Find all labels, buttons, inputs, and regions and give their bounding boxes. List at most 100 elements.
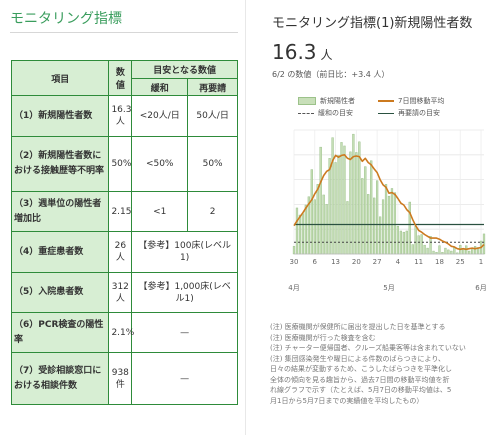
row-item: （4）重症患者数 <box>10 231 110 273</box>
x-tick-label: 18 <box>435 258 444 266</box>
bar <box>355 152 358 255</box>
bar <box>411 244 414 255</box>
row-item: （1）新規陽性者数 <box>10 95 110 137</box>
panel-title: モニタリング指標 <box>10 11 122 27</box>
bar <box>325 204 328 255</box>
bar <box>298 214 302 255</box>
row-item: （7）受診相談窓口における相談件数 <box>10 352 110 405</box>
header-rerequest: 再要請 <box>187 78 238 96</box>
bar <box>426 247 429 255</box>
bar <box>370 160 373 255</box>
bar <box>331 137 334 255</box>
legend-line-swatch <box>378 100 394 102</box>
bar <box>343 145 346 255</box>
legend-bar-swatch <box>298 97 316 105</box>
row-value: 312人 <box>108 272 133 313</box>
row-item: （3）週単位の陽性者増加比 <box>10 191 110 232</box>
row-value: 2.1% <box>108 312 134 353</box>
row-rerequest: 50人/日 <box>187 95 238 137</box>
bar <box>295 207 299 255</box>
month-label: 4月 <box>288 284 299 292</box>
row-value: 2.15 <box>108 191 133 232</box>
bar <box>447 249 450 255</box>
bar <box>468 250 471 255</box>
chart-legend: 新規陽性者 7日間移動平均 緩和の目安 再要請の目安 <box>298 95 498 119</box>
x-tick-label: 1 <box>479 258 483 266</box>
bar <box>417 235 420 255</box>
bar <box>462 249 465 255</box>
legend-label: 緩和の目安 <box>318 109 353 117</box>
x-tick-label: 13 <box>331 258 340 266</box>
x-tick-label: 4 <box>396 258 401 266</box>
legend-solid-swatch <box>378 112 394 114</box>
bar <box>316 184 319 255</box>
bar <box>378 216 382 255</box>
legend-item-bars[interactable]: 新規陽性者 <box>298 96 355 106</box>
header-ease: 緩和 <box>131 78 189 96</box>
bar <box>346 201 349 255</box>
note-line: れ線グラフで示す（たとえば、5月7日の移動平均値は、5 <box>270 386 452 394</box>
bar <box>376 180 379 255</box>
bar <box>328 158 331 255</box>
bar <box>399 230 402 255</box>
x-tick-label: 27 <box>373 258 382 266</box>
current-value-number: 16.3 <box>272 40 317 64</box>
bar <box>313 199 316 255</box>
bar <box>453 247 456 255</box>
legend-label: 再要請の目安 <box>398 109 440 117</box>
note-line: (注) 医療機関が行った検査を含む <box>270 333 376 342</box>
bar <box>340 142 343 255</box>
bar <box>337 155 340 255</box>
legend-item-rerequest[interactable]: 再要請の目安 <box>378 108 440 118</box>
bar <box>334 162 337 255</box>
bar <box>364 166 367 255</box>
month-label: 6月 <box>475 284 486 292</box>
x-tick-label: 20 <box>352 258 361 266</box>
legend-label: 7日間移動平均 <box>398 97 445 105</box>
bar <box>396 226 400 255</box>
bar <box>292 246 296 255</box>
row-item: （2）新規陽性者数における接触歴等不明率 <box>10 136 110 192</box>
row-ease: <1 <box>131 191 189 232</box>
note-line: (注) チャーター便帰国者、クルーズ船乗客等は含まれていない <box>270 344 466 352</box>
month-label: 5月 <box>383 284 394 292</box>
bar <box>381 199 385 255</box>
current-value: 16.3 人 <box>272 40 333 64</box>
moving-average-line <box>293 153 485 251</box>
bar <box>352 133 355 255</box>
current-value-unit: 人 <box>320 48 333 62</box>
bar <box>393 192 397 255</box>
bar <box>473 246 477 255</box>
bar <box>319 146 322 255</box>
bar <box>438 245 441 255</box>
monitoring-table-panel: モニタリング指標 項目 数値 目安となる数値 緩和 再要請 （1）新規陽性者数 … <box>0 0 246 435</box>
row-item: （5）入院患者数 <box>10 272 110 313</box>
row-ease: <20人/日 <box>131 95 189 137</box>
legend-item-ease[interactable]: 緩和の目安 <box>298 108 353 118</box>
bar <box>444 247 447 255</box>
row-rerequest: 2 <box>187 191 238 232</box>
row-item: （6）PCR検査の陽性率 <box>10 312 110 353</box>
bar <box>390 188 394 255</box>
header-item: 項目 <box>10 60 110 96</box>
new-cases-panel: モニタリング指標(1)新規陽性者数 16.3 人 6/2 の数値（前日比：+3.4… <box>258 0 500 435</box>
bar <box>482 233 486 255</box>
bar <box>402 231 405 255</box>
x-tick-label: 11 <box>414 258 423 266</box>
bar <box>310 169 313 255</box>
row-value: 26人 <box>108 231 133 273</box>
bar <box>301 213 305 255</box>
bar <box>429 236 432 255</box>
row-reference: — <box>131 312 238 353</box>
header-target: 目安となる数値 <box>131 60 238 79</box>
note-line: 月1日から5月7日までの実績値を平均したもの） <box>270 396 424 405</box>
header-value: 数値 <box>108 60 133 96</box>
note-line: (注) 集団感染発生や曜日による件数のばらつきにより、 <box>270 354 446 363</box>
legend-item-average[interactable]: 7日間移動平均 <box>378 96 444 106</box>
row-reference: 【参考】1,000床(レベル1) <box>131 272 238 313</box>
bar <box>414 226 417 255</box>
row-rerequest: 50% <box>187 136 238 192</box>
x-tick-label: 30 <box>290 258 299 266</box>
note-line: (注) 医療機関が保健所に届出を提出した日を基準とする <box>270 323 446 331</box>
bar <box>408 201 411 255</box>
